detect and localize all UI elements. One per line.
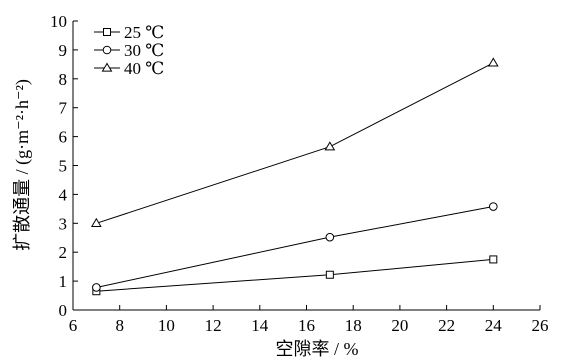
legend-label: 25 ℃ [124,23,164,42]
data-point [325,232,335,242]
data-point [90,217,102,227]
legend: 25 ℃30 ℃40 ℃ [94,23,164,78]
y-tick-label: 10 [50,12,67,31]
x-tick-label: 6 [69,316,78,335]
series-line-1 [96,206,494,288]
x-axis-title: 空隙率 / % [276,339,359,359]
x-tick-label: 26 [532,316,549,335]
x-tick-label: 10 [158,316,175,335]
y-tick-label: 9 [59,41,68,60]
x-tick-label: 12 [205,316,222,335]
y-tick-label: 0 [59,301,68,320]
data-point [324,141,336,151]
y-axis-title: 扩散通量 / (g·m⁻²·h⁻²) [12,79,33,251]
data-point [487,57,499,67]
legend-label: 30 ℃ [124,41,164,60]
x-tick-label: 20 [391,316,408,335]
y-tick-label: 4 [59,185,68,204]
legend-marker [103,28,111,36]
x-tick-label: 14 [251,316,269,335]
y-tick-label: 6 [59,128,68,147]
legend-marker [102,45,112,55]
y-tick-label: 1 [59,272,68,291]
x-tick-label: 24 [485,316,503,335]
x-tick-label: 18 [345,316,362,335]
y-tick-label: 5 [59,157,68,176]
series-line-0 [96,258,494,292]
x-tick-label: 22 [438,316,455,335]
x-tick-label: 8 [115,316,124,335]
legend-label: 40 ℃ [124,59,164,78]
y-tick-label: 3 [59,214,68,233]
data-point [489,202,498,211]
x-tick-label: 16 [298,316,315,335]
legend-marker [101,62,113,72]
data-point [92,283,101,292]
y-tick-label: 8 [59,70,68,89]
y-tick-label: 2 [59,243,68,262]
series-line-2 [96,62,494,224]
y-tick-label: 7 [59,99,68,118]
data-point [325,270,334,279]
data-point [489,255,498,264]
